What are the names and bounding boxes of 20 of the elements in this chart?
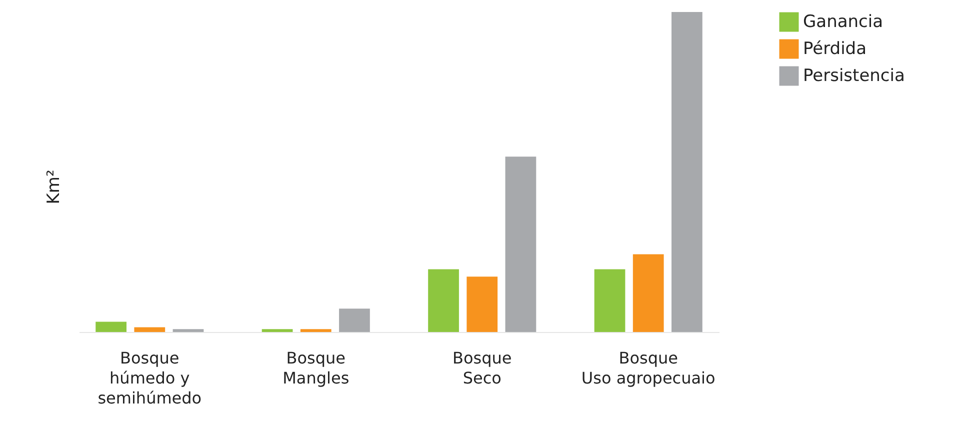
bar	[134, 327, 166, 332]
bar	[428, 269, 459, 332]
x-tick-label: Bosque Uso agropecuaio	[581, 348, 716, 388]
x-tick-label: Bosque Mangles	[282, 348, 350, 388]
x-tick-label: Bosque húmedo y semihúmedo	[98, 348, 202, 408]
bar	[172, 329, 204, 332]
bar	[300, 329, 332, 332]
legend-label: Ganancia	[803, 12, 884, 32]
bar	[505, 156, 536, 332]
bar	[672, 12, 702, 332]
bar	[594, 269, 626, 332]
legend-label: Pérdida	[803, 39, 867, 59]
y-axis-title: Km²	[44, 170, 64, 204]
bar	[96, 322, 126, 332]
x-tick-label: Bosque Seco	[452, 348, 512, 388]
bar	[262, 329, 293, 332]
bar	[632, 254, 664, 332]
bar	[466, 276, 498, 332]
bar	[339, 308, 370, 332]
legend-label: Persistencia	[803, 66, 905, 86]
